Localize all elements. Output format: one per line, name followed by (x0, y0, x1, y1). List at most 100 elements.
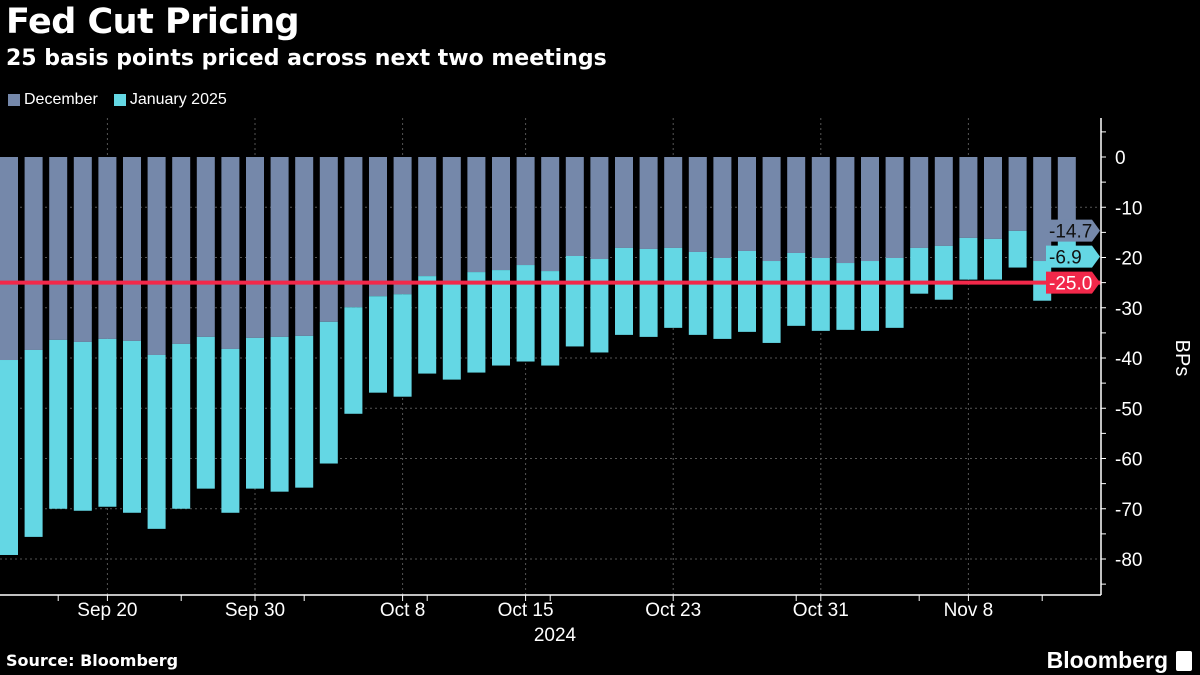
bar-january (516, 265, 535, 362)
bar-december (295, 157, 314, 336)
bar-december (24, 157, 43, 350)
bar-january (270, 336, 289, 492)
y-tick-label: -60 (1115, 450, 1142, 471)
x-tick-label: Oct 31 (793, 600, 849, 621)
bar-january (123, 340, 141, 513)
bar-january (590, 259, 609, 353)
bar-january (73, 341, 92, 511)
bar-december (319, 157, 338, 322)
bar-december (492, 157, 510, 271)
chart-subtitle: 25 basis points priced across next two m… (6, 46, 607, 71)
bar-january (787, 252, 806, 326)
bar-december (811, 157, 830, 259)
bar-december (73, 157, 92, 342)
bar-january (442, 283, 461, 380)
bar-december (1033, 157, 1052, 262)
bar-january (639, 248, 658, 337)
bar-january (246, 337, 264, 489)
x-tick-label: Sep 30 (225, 600, 285, 621)
x-tick-label: Sep 20 (77, 600, 137, 621)
bar-january (762, 261, 781, 343)
y-tick-label: -70 (1115, 500, 1142, 521)
bar-december (910, 157, 929, 248)
bar-december (393, 157, 412, 295)
bar-january (344, 307, 363, 414)
bar-december (565, 157, 584, 256)
bar-january (984, 238, 1002, 280)
bar-december (959, 157, 978, 238)
bar-december (688, 157, 707, 252)
y-tick-label: -80 (1115, 550, 1142, 571)
legend-item-january: January 2025 (113, 91, 227, 109)
chart-title: Fed Cut Pricing (6, 2, 300, 42)
legend-swatch-january (113, 94, 126, 106)
bar-january (811, 258, 830, 331)
y-tick-label: -20 (1115, 249, 1142, 270)
bar-december (541, 157, 560, 272)
bar-december (0, 157, 18, 361)
bar-december (664, 157, 683, 248)
bar-january (418, 276, 437, 374)
bar-january (319, 321, 338, 464)
reference-value-tag (1046, 271, 1100, 294)
bar-january (98, 338, 117, 507)
bar-january (147, 354, 166, 529)
bar-january (24, 349, 43, 537)
bar-december (762, 157, 781, 262)
bar-january (910, 247, 929, 294)
bar-january (492, 270, 510, 366)
bar-january (172, 343, 191, 509)
y-axis-label: BPs (1171, 340, 1193, 377)
bar-january (615, 247, 633, 335)
bar-january (688, 251, 707, 335)
bar-january (0, 360, 18, 555)
bar-january (738, 250, 756, 332)
bar-january (196, 336, 215, 489)
chart-logo-icon (1176, 650, 1192, 671)
bar-december (1057, 157, 1076, 231)
bar-december (516, 157, 535, 266)
legend-swatch-december (8, 94, 20, 106)
december-last-value-tag-label: -14.7 (1049, 222, 1092, 243)
bar-january (885, 258, 904, 328)
y-tick-label: -10 (1115, 198, 1142, 219)
legend-item-december: December (8, 91, 98, 109)
logo-text: Bloomberg (1046, 647, 1168, 673)
bar-december (590, 157, 609, 260)
bar-january (959, 237, 978, 280)
bar-january (1008, 230, 1027, 268)
bar-december (344, 157, 363, 308)
x-tick-label: Nov 8 (944, 600, 994, 621)
bar-december (123, 157, 141, 341)
bar-december (934, 157, 953, 246)
bar-december (369, 157, 387, 297)
bar-january (713, 258, 732, 339)
bar-january (934, 245, 953, 300)
bar-january (393, 294, 412, 397)
legend: December January 2025 (8, 91, 227, 109)
bar-december (196, 157, 215, 337)
reference-value-tag-label: -25.0 (1049, 274, 1092, 295)
bar-january (861, 261, 879, 331)
bar-january (664, 247, 683, 328)
bar-december (738, 157, 756, 251)
x-tick-label: Oct 15 (498, 600, 554, 621)
bar-january (295, 335, 314, 488)
january-last-value-tag (1046, 245, 1100, 268)
legend-label: December (24, 91, 98, 108)
january-last-value-tag-label: -6.9 (1049, 248, 1082, 269)
bar-january (221, 348, 240, 513)
source-note: Source: Bloomberg (6, 651, 179, 670)
bar-december (221, 157, 240, 349)
bar-december (885, 157, 904, 259)
y-tick-label: -40 (1115, 349, 1142, 370)
bar-december (984, 157, 1002, 239)
bar-december (467, 157, 486, 273)
bar-january (467, 272, 486, 373)
december-last-value-tag (1046, 219, 1100, 242)
bar-december (270, 157, 289, 337)
x-tick-label: Oct 8 (380, 600, 425, 621)
bar-december (98, 157, 117, 339)
bar-december (442, 157, 461, 284)
